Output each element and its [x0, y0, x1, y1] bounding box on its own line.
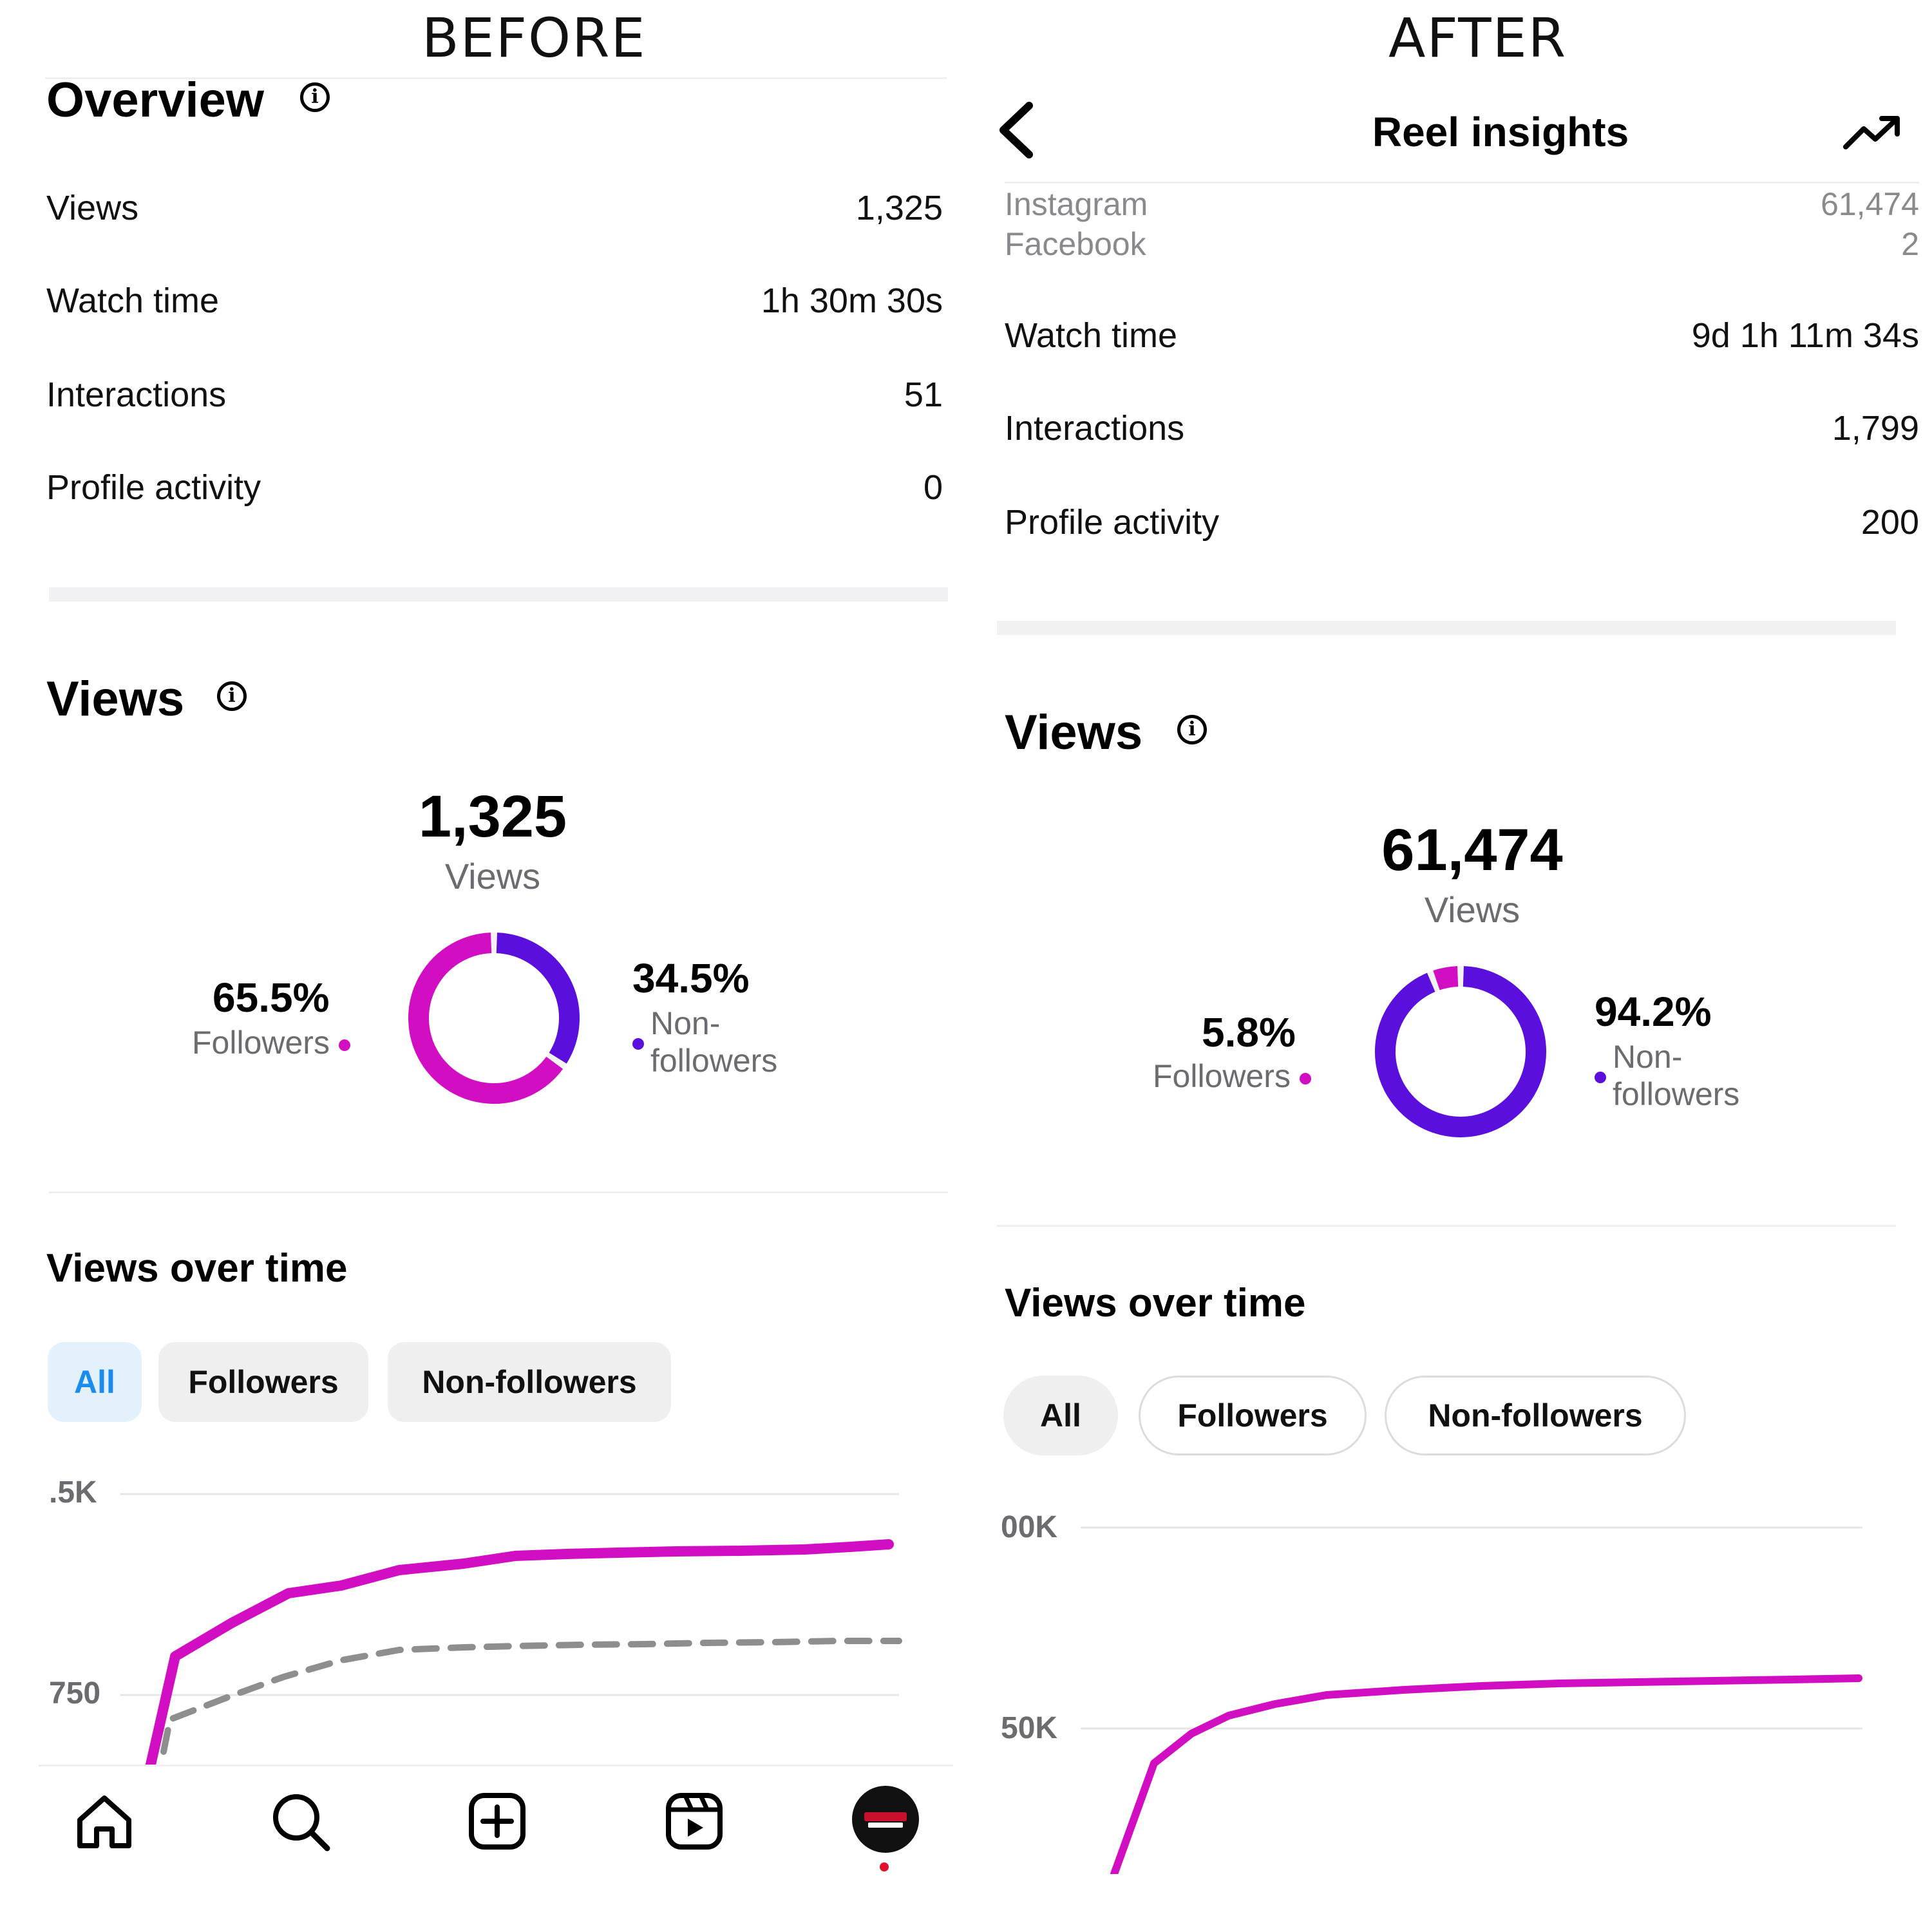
- interactions-row-label: Interactions: [1005, 409, 1185, 448]
- y-axis-label-mid: 50K: [1001, 1711, 1058, 1745]
- header-divider: [1005, 182, 1919, 184]
- followers-dot-icon: [1299, 1072, 1311, 1084]
- page-title: Reel insights: [1372, 109, 1629, 155]
- followers-dot-icon: [338, 1039, 350, 1051]
- followers-percent: 65.5%: [213, 974, 330, 1021]
- tab-followers[interactable]: Followers: [158, 1342, 368, 1422]
- non-followers-percent: 94.2%: [1595, 989, 1712, 1035]
- watch-time-row-label: Watch time: [1005, 316, 1178, 355]
- create-icon[interactable]: [465, 1789, 529, 1853]
- watch-time-row-value: 1h 30m 30s: [761, 281, 943, 320]
- y-axis-label-top: 00K: [1001, 1510, 1058, 1544]
- non-followers-legend: Non- followers: [1613, 1038, 1739, 1113]
- overview-title: Overview: [46, 73, 264, 128]
- tab-all[interactable]: All: [1003, 1376, 1118, 1455]
- views-over-time-title: Views over time: [46, 1246, 348, 1291]
- before-panel: BEFORE Overview i Views 1,325 Watch time…: [0, 6, 966, 1874]
- donut-segments: [1375, 966, 1546, 1137]
- non-followers-dot-icon: [632, 1038, 644, 1050]
- interactions-row-label: Interactions: [46, 375, 227, 414]
- non-followers-legend-line2: followers: [650, 1043, 778, 1079]
- profile-avatar[interactable]: [850, 1784, 921, 1855]
- total-views-number: 61,474: [1381, 817, 1563, 883]
- instagram-row-label: Instagram: [1005, 186, 1148, 222]
- divider: [997, 1225, 1896, 1227]
- interactions-row-value: 51: [904, 375, 943, 414]
- watch-time-row-label: Watch time: [46, 281, 220, 320]
- watch-time-row-value: 9d 1h 11m 34s: [1691, 316, 1919, 355]
- followers-segment: [1433, 966, 1459, 990]
- non-followers-percent: 34.5%: [632, 955, 750, 1001]
- interactions-row-value: 1,799: [1832, 409, 1919, 448]
- total-views-number: 1,325: [418, 784, 567, 849]
- section-divider: [49, 587, 948, 601]
- info-icon[interactable]: i: [217, 681, 247, 711]
- back-chevron-icon[interactable]: [994, 100, 1039, 160]
- total-views-label: Views: [444, 856, 541, 896]
- views-donut-chart: [408, 933, 580, 1104]
- reels-icon[interactable]: [662, 1789, 726, 1853]
- home-icon[interactable]: [72, 1789, 137, 1853]
- instagram-row-value: 61,474: [1821, 186, 1919, 222]
- section-divider: [997, 621, 1896, 635]
- non-followers-legend-line2: followers: [1613, 1076, 1740, 1112]
- views-line: [146, 1539, 894, 1765]
- views-section-title: Views: [46, 672, 185, 726]
- followers-legend: Followers: [192, 1024, 350, 1061]
- profile-activity-row-label: Profile activity: [46, 468, 261, 507]
- profile-activity-row-value: 0: [923, 468, 943, 507]
- views-row-value: 1,325: [855, 189, 943, 227]
- before-banner: BEFORE: [422, 6, 647, 70]
- non-followers-legend: Non- followers: [650, 1005, 777, 1079]
- views-row-label: Views: [46, 189, 139, 227]
- notification-dot: [880, 1862, 889, 1871]
- profile-activity-row-value: 200: [1861, 503, 1919, 542]
- after-panel: AFTER Reel insights Instagram 61,474 Fac…: [966, 0, 1932, 1932]
- trend-arrow-icon[interactable]: [1842, 113, 1904, 152]
- followers-segment: [408, 933, 564, 1104]
- divider: [49, 1191, 948, 1193]
- bottom-nav-bar: [0, 1765, 966, 1874]
- profile-activity-row-label: Profile activity: [1005, 503, 1220, 542]
- y-axis-label-top: .5K: [49, 1475, 97, 1510]
- views-over-time-chart: [120, 1493, 902, 1765]
- views-over-time-title: Views over time: [1005, 1281, 1306, 1325]
- non-followers-dot-icon: [1595, 1072, 1606, 1083]
- non-followers-legend-line1: Non-: [1613, 1039, 1683, 1075]
- info-icon[interactable]: i: [1177, 715, 1207, 744]
- comparison-dashed-line: [160, 1638, 902, 1755]
- views-line: [1110, 1674, 1862, 1874]
- views-over-time-chart: [1081, 1526, 1862, 1874]
- tab-non-followers[interactable]: Non-followers: [1385, 1376, 1686, 1455]
- after-banner: AFTER: [1388, 6, 1567, 70]
- donut-segments: [408, 933, 580, 1104]
- views-donut-chart: [1375, 966, 1546, 1137]
- y-axis-label-mid: 750: [49, 1676, 101, 1710]
- info-icon[interactable]: i: [300, 82, 330, 112]
- followers-percent: 5.8%: [1202, 1009, 1296, 1056]
- tab-non-followers[interactable]: Non-followers: [388, 1342, 671, 1422]
- followers-legend: Followers: [1153, 1057, 1311, 1095]
- divider: [39, 1765, 953, 1766]
- facebook-row-value: 2: [1901, 226, 1919, 262]
- tab-followers[interactable]: Followers: [1139, 1376, 1367, 1455]
- total-views-label: Views: [1424, 889, 1520, 930]
- followers-legend-label: Followers: [1153, 1058, 1291, 1094]
- views-section-title: Views: [1005, 705, 1143, 760]
- facebook-row-label: Facebook: [1005, 226, 1146, 262]
- divider: [45, 77, 947, 79]
- non-followers-segment: [1375, 966, 1546, 1137]
- followers-legend-label: Followers: [192, 1025, 330, 1061]
- tab-all[interactable]: All: [48, 1342, 142, 1422]
- non-followers-segment: [496, 933, 580, 1064]
- search-icon[interactable]: [268, 1789, 332, 1853]
- non-followers-legend-line1: Non-: [650, 1005, 721, 1041]
